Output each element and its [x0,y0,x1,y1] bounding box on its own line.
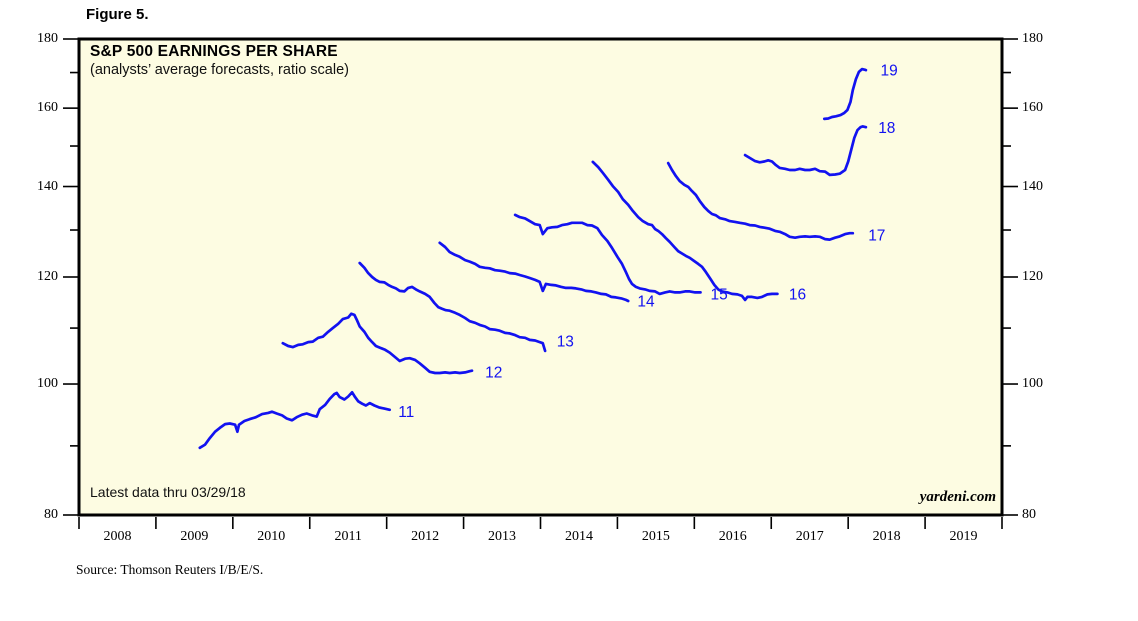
chart-subtitle: (analysts’ average forecasts, ratio scal… [90,62,349,78]
x-tick-label-2016: 2016 [718,529,747,544]
series-label-18: 18 [878,120,895,137]
y-tick-label-right-140: 140 [1022,178,1043,194]
series-line-14 [438,241,630,303]
series-label-13: 13 [557,334,574,351]
series-label-14: 14 [637,294,655,311]
x-tick-label-2009: 2009 [180,529,209,544]
y-tick-label-left-120: 120 [37,269,58,284]
x-tick-label-2019: 2019 [949,529,978,544]
series-label-19: 19 [881,62,898,79]
y-tick-label-left-100: 100 [37,376,58,392]
x-tick-label-2017: 2017 [795,529,824,544]
x-tick-label-2015: 2015 [641,529,670,544]
y-tick-label-left-180: 180 [37,31,58,46]
chart-title: S&P 500 EARNINGS PER SHARE [90,43,338,60]
figure-label: Figure 5. [86,6,149,23]
series-label-11: 11 [398,404,414,421]
x-tick-label-2008: 2008 [103,529,132,544]
yardeni-watermark: yardeni.com [919,489,996,505]
x-tick-label-2010: 2010 [257,529,286,544]
series-line-12 [281,312,474,375]
series-line-17 [666,161,855,241]
latest-data-note: Latest data thru 03/29/18 [90,484,246,500]
y-tick-label-left-160: 160 [37,100,58,116]
x-tick-label-2011: 2011 [334,529,362,544]
x-tick-label-2014: 2014 [564,529,593,544]
y-tick-label-left-140: 140 [37,178,58,194]
y-tick-label-right-120: 120 [1022,269,1043,284]
x-tick-label-2012: 2012 [411,529,440,544]
source-note: Source: Thomson Reuters I/B/E/S. [76,562,264,577]
series-line-11 [198,390,392,450]
plot-frame [77,37,1004,517]
series-label-17: 17 [868,228,885,245]
y-tick-label-right-100: 100 [1022,376,1043,392]
series-line-16 [591,160,779,302]
y-tick-label-left-80: 80 [44,507,58,522]
series-line-18 [743,125,868,177]
series-line-13 [358,261,547,353]
x-tick-label-2018: 2018 [872,529,901,544]
series-line-15 [513,213,702,296]
y-tick-label-right-160: 160 [1022,100,1043,116]
series-label-12: 12 [485,364,502,381]
y-tick-label-right-80: 80 [1022,507,1036,522]
series-label-16: 16 [789,286,806,303]
series-line-19 [822,67,868,121]
x-tick-label-2013: 2013 [488,529,517,544]
y-tick-label-right-180: 180 [1022,31,1043,46]
